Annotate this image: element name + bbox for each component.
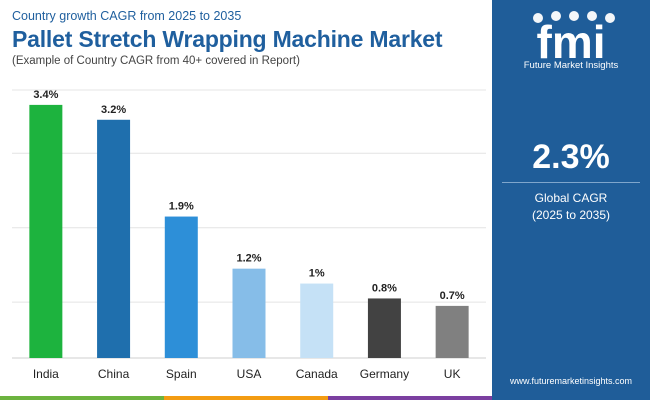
- global-cagr-label: Global CAGR (2025 to 2035): [492, 190, 650, 224]
- x-tick-label-spain: Spain: [166, 367, 197, 381]
- data-label-spain: 1.9%: [169, 201, 194, 213]
- bar-germany: [367, 298, 401, 358]
- data-label-canada: 1%: [309, 268, 325, 280]
- bar-china: [97, 119, 131, 359]
- global-cagr-value: 2.3%: [532, 138, 610, 176]
- data-label-china: 3.2%: [101, 104, 126, 116]
- global-cagr-period: (2025 to 2035): [531, 208, 611, 222]
- summary-panel: fmi Future Market Insights 2.3% Global C…: [492, 0, 650, 400]
- data-label-uk: 0.7%: [440, 290, 465, 302]
- data-label-india: 3.4%: [33, 89, 58, 101]
- x-tick-label-china: China: [98, 367, 130, 381]
- bar-canada: [300, 283, 334, 358]
- bar-chart: 3.4% India 3.2% China 1.9% Spain 1.2% USA 1% Cana…: [12, 89, 486, 381]
- bottom-stripe-purple: [328, 396, 492, 400]
- chart-header: Country growth CAGR from 2025 to 2035 Pa…: [12, 8, 492, 68]
- chart-title: Pallet Stretch Wrapping Machine Market: [12, 26, 443, 52]
- x-tick-label-canada: Canada: [296, 367, 338, 381]
- x-tick-label-india: India: [33, 367, 59, 381]
- bar-india: [29, 104, 63, 358]
- bar-usa: [232, 268, 266, 358]
- x-tick-label-uk: UK: [444, 367, 461, 381]
- data-label-usa: 1.2%: [236, 253, 261, 265]
- global-cagr-title: Global CAGR: [534, 191, 608, 205]
- brand-name: Future Market Insights: [523, 60, 619, 71]
- bottom-stripe-orange: [164, 396, 328, 400]
- cagr-divider: [502, 182, 640, 183]
- data-label-germany: 0.8%: [372, 282, 397, 294]
- x-tick-label-usa: USA: [237, 367, 262, 381]
- bar-spain: [164, 216, 198, 358]
- x-tick-label-germany: Germany: [360, 367, 409, 381]
- bar-uk: [435, 305, 469, 358]
- fmi-logo: fmi: [533, 11, 615, 68]
- website-link[interactable]: www.futuremarketinsights.com: [509, 376, 633, 386]
- bottom-stripe-green: [0, 396, 164, 400]
- chart-subtitle: Country growth CAGR from 2025 to 2035: [12, 9, 242, 23]
- chart-note: (Example of Country CAGR from 40+ covere…: [12, 55, 300, 67]
- fmi-logo-text: fmi: [537, 16, 606, 68]
